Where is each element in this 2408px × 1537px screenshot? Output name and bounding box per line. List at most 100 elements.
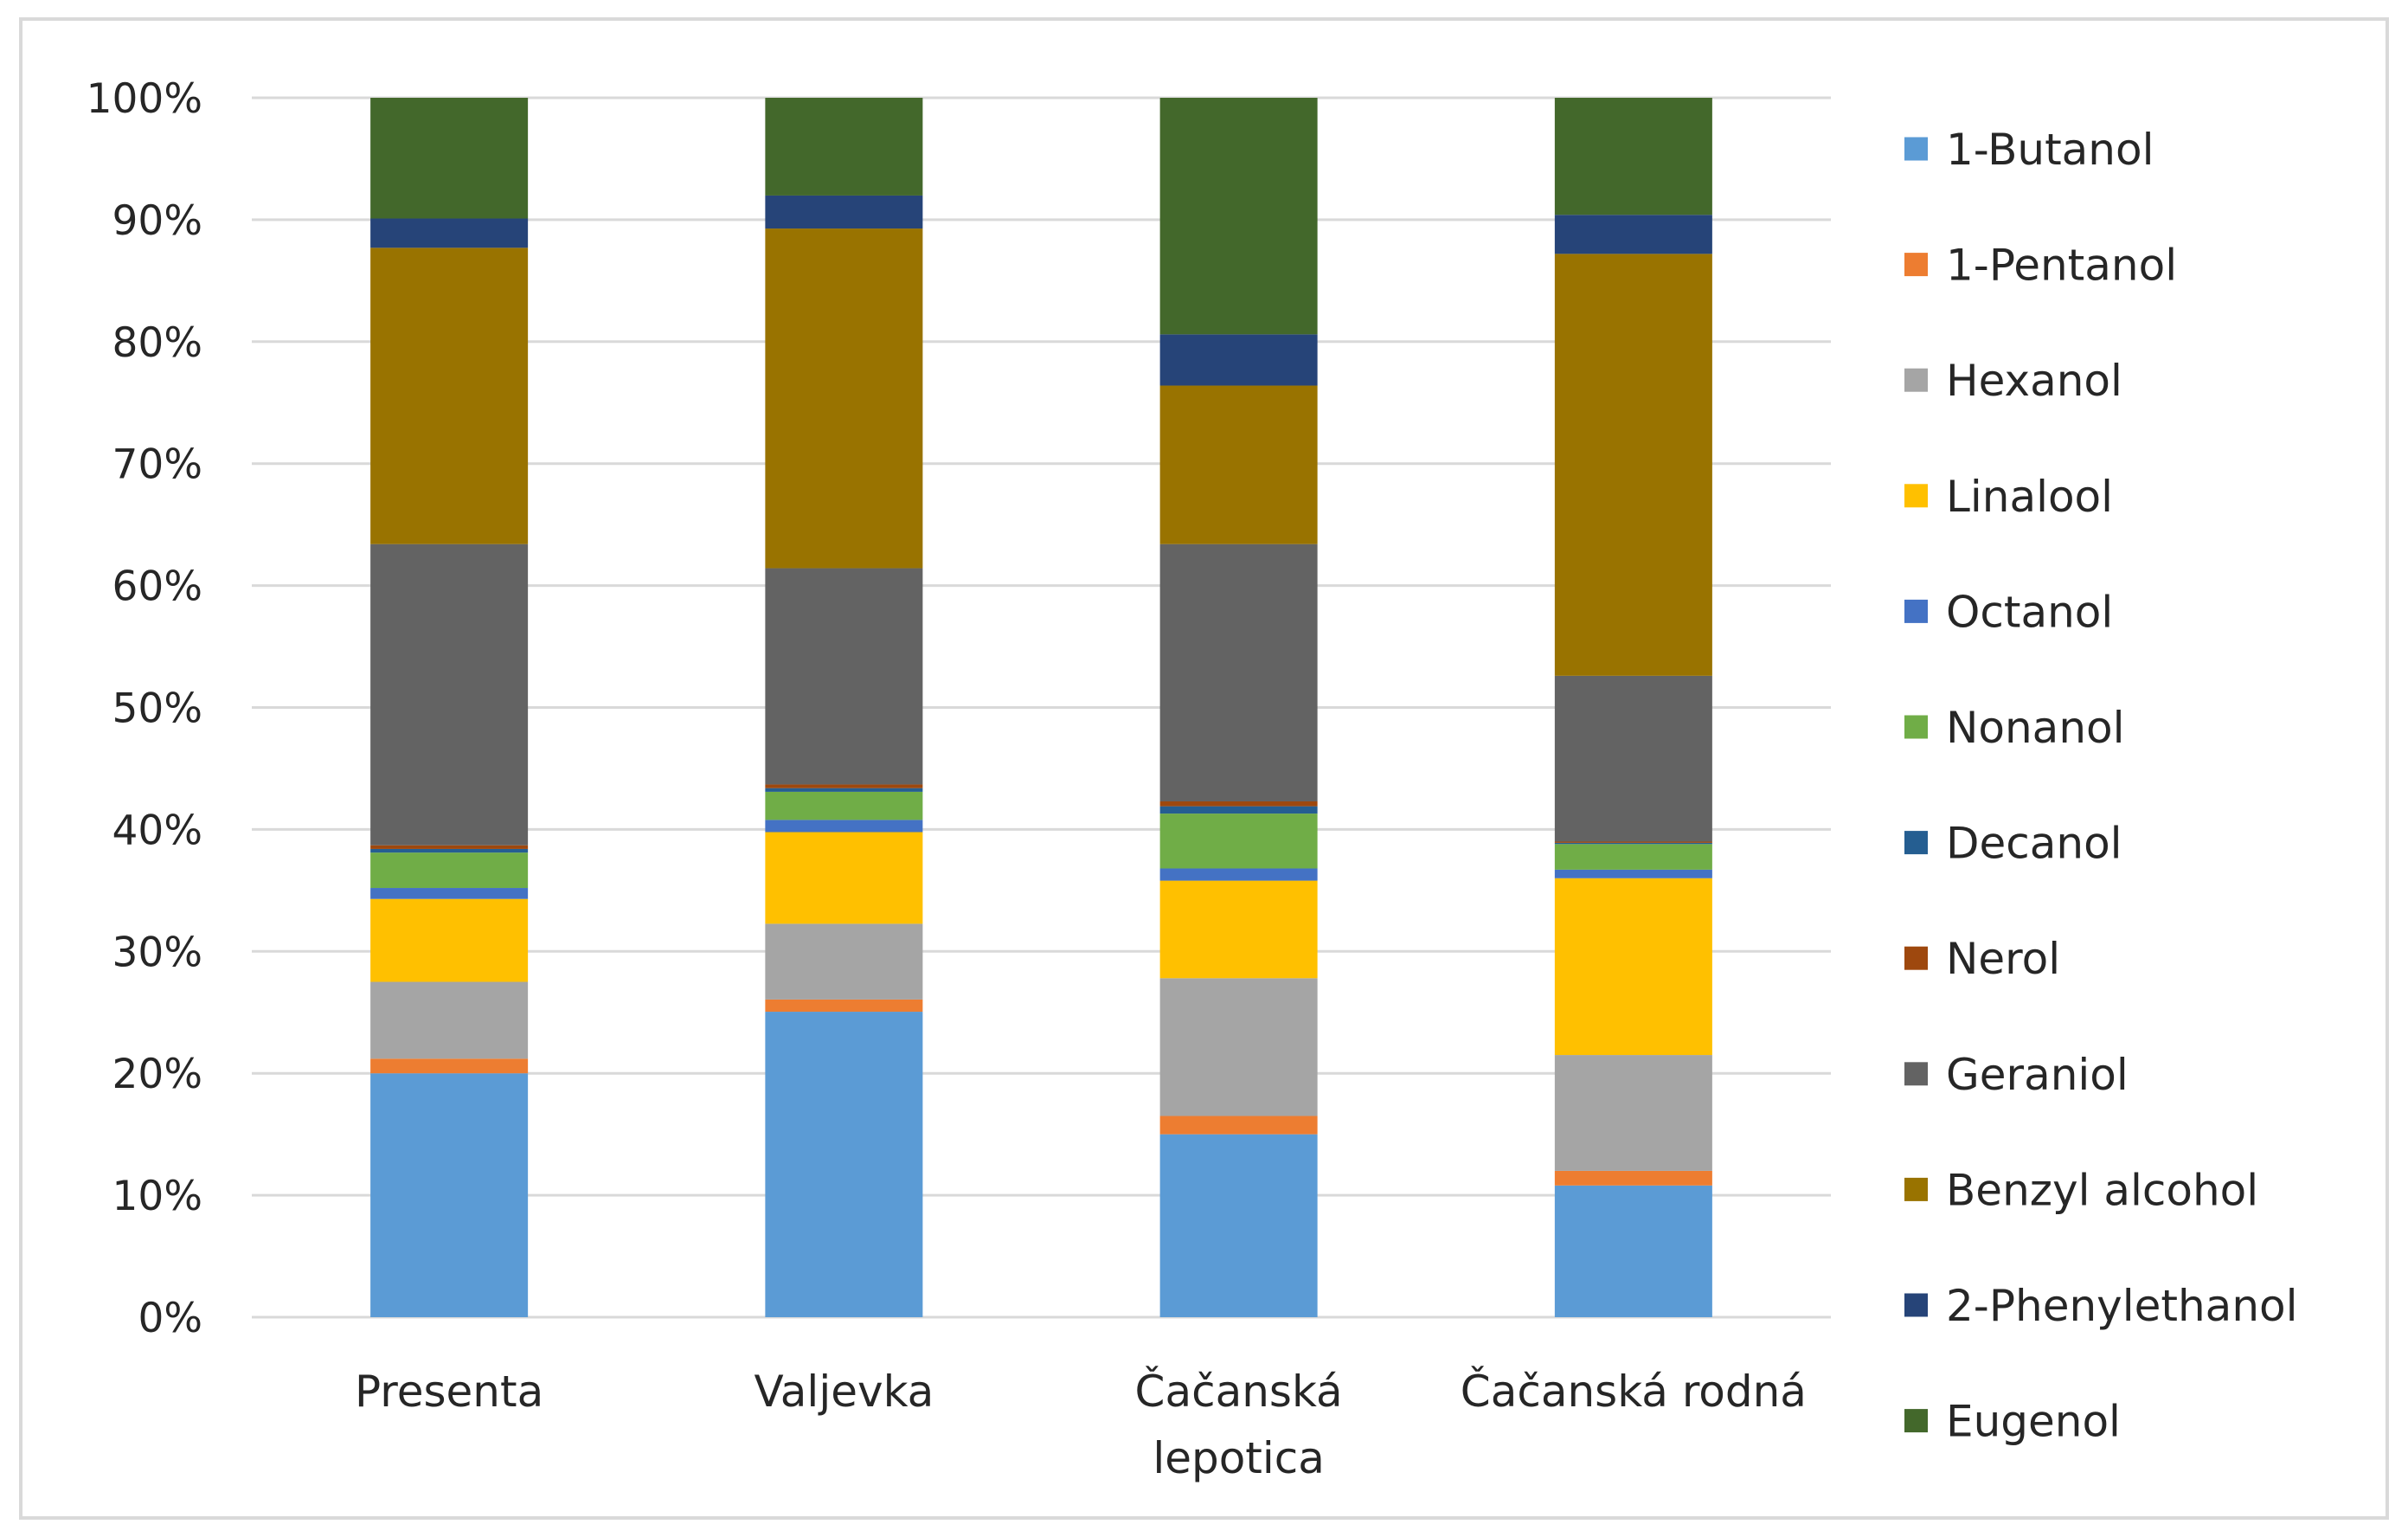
x-tick-label: Čačanská — [1135, 1366, 1343, 1417]
bar-segment-benzyl-alcohol — [1159, 385, 1318, 544]
bar-segment-benzyl-alcohol — [765, 228, 923, 569]
legend-item-linalool: Linalool — [1904, 472, 2113, 522]
bar-segment-eugenol — [370, 98, 529, 219]
bar-segment-nonanol — [370, 852, 529, 889]
legend-label: Nonanol — [1946, 703, 2125, 753]
stacked-bar-chart: 0% 10% 20% 30% 40% 50% 60% 70% 80% 90% 100% Presen… — [87, 75, 2298, 1483]
bar-segment-1-butanol — [370, 1073, 529, 1317]
bar-segment-nonanol — [1159, 814, 1318, 869]
bar-segment-1-pentanol — [1159, 1116, 1318, 1135]
y-axis-ticks: 0% 10% 20% 30% 40% 50% 60% 70% 80% 90% 100% — [87, 75, 202, 1342]
bar-segment-linalool — [1159, 880, 1318, 979]
legend-swatch — [1904, 137, 1928, 161]
x-tick-label: lepotica — [1153, 1433, 1325, 1483]
y-tick-label: 20% — [112, 1051, 202, 1098]
legend-item-1-butanol: 1-Butanol — [1904, 125, 2154, 175]
legend-item-2-phenylethanol: 2-Phenylethanol — [1904, 1281, 2298, 1331]
legend-label: Benzyl alcohol — [1946, 1165, 2258, 1215]
legend-item-benzyl-alcohol: Benzyl alcohol — [1904, 1165, 2258, 1215]
bar-segment-octanol — [1554, 869, 1712, 878]
bar-segment-1-butanol — [1159, 1134, 1318, 1317]
y-tick-label: 80% — [112, 319, 202, 367]
bars — [370, 98, 1712, 1317]
chart-frame: 0% 10% 20% 30% 40% 50% 60% 70% 80% 90% 100% Presen… — [19, 17, 2389, 1520]
bar-segment-linalool — [1554, 878, 1712, 1056]
legend-swatch — [1904, 1062, 1928, 1086]
bar-segment-1-pentanol — [1554, 1170, 1712, 1186]
x-tick-label: Valjevka — [754, 1367, 934, 1417]
legend-swatch — [1904, 946, 1928, 970]
legend-label: Geraniol — [1946, 1050, 2129, 1100]
bar-segment-octanol — [370, 888, 529, 899]
bar-segment-2-phenylethanol — [1159, 334, 1318, 386]
legend-swatch — [1904, 253, 1928, 277]
bar-segment-benzyl-alcohol — [1554, 254, 1712, 676]
legend-swatch — [1904, 715, 1928, 739]
legend-label: Octanol — [1946, 587, 2113, 637]
legend-label: Hexanol — [1946, 356, 2122, 406]
legend-swatch — [1904, 484, 1928, 508]
bar-segment-octanol — [765, 820, 923, 833]
y-tick-label: 90% — [112, 197, 202, 245]
y-tick-label: 100% — [87, 75, 202, 123]
bar-segment-1-pentanol — [765, 999, 923, 1013]
legend-swatch — [1904, 831, 1928, 855]
bar-segment-decanol — [1159, 806, 1318, 814]
bar-segment-geraniol — [1554, 675, 1712, 842]
legend-label: Nerol — [1946, 934, 2060, 984]
legend-item-octanol: Octanol — [1904, 587, 2113, 637]
legend: 1-Butanol 1-Pentanol Hexanol Linalool Octano… — [1904, 125, 2298, 1447]
bar-segment-nerol — [765, 784, 923, 788]
legend-item-geraniol: Geraniol — [1904, 1050, 2129, 1100]
y-tick-label: 10% — [112, 1173, 202, 1220]
legend-item-eugenol: Eugenol — [1904, 1397, 2121, 1447]
bar-segment-hexanol — [1159, 978, 1318, 1116]
bar-segment-1-butanol — [765, 1012, 923, 1317]
legend-swatch — [1904, 368, 1928, 392]
bar-segment-eugenol — [1159, 98, 1318, 335]
bar-segment-octanol — [1159, 868, 1318, 881]
bar-segment-hexanol — [1554, 1055, 1712, 1171]
legend-item-hexanol: Hexanol — [1904, 356, 2122, 406]
legend-swatch — [1904, 599, 1928, 623]
legend-swatch — [1904, 1409, 1928, 1433]
bar-segment-nerol — [1554, 841, 1712, 843]
bar-segment-2-phenylethanol — [1554, 215, 1712, 254]
legend-item-nerol: Nerol — [1904, 934, 2060, 984]
bar-segment-decanol — [765, 788, 923, 792]
bar-segment-hexanol — [370, 981, 529, 1059]
bar-segment-geraniol — [1159, 543, 1318, 801]
bar-segment-geraniol — [765, 568, 923, 785]
bar-segment-benzyl-alcohol — [370, 248, 529, 544]
bar-segment-decanol — [370, 848, 529, 853]
bar-segment-geraniol — [370, 543, 529, 846]
legend-swatch — [1904, 1177, 1928, 1201]
bar-segment-nonanol — [1554, 844, 1712, 870]
legend-label: 2-Phenylethanol — [1946, 1281, 2298, 1331]
x-tick-label: Presenta — [355, 1367, 543, 1417]
bar-segment-nonanol — [765, 791, 923, 820]
legend-label: 1-Butanol — [1946, 125, 2154, 175]
x-axis-labels: Presenta Valjevka Čačanská lepotica Čačanská… — [355, 1366, 1807, 1483]
bar-segment-nerol — [370, 845, 529, 849]
y-tick-label: 60% — [112, 563, 202, 611]
bar-segment-linalool — [370, 898, 529, 982]
legend-item-nonanol: Nonanol — [1904, 703, 2125, 753]
legend-label: Linalool — [1946, 472, 2113, 522]
y-tick-label: 50% — [112, 685, 202, 733]
y-tick-label: 40% — [112, 807, 202, 854]
y-tick-label: 70% — [112, 441, 202, 489]
legend-item-decanol: Decanol — [1904, 819, 2122, 869]
x-tick-label: Čačanská rodná — [1461, 1366, 1807, 1417]
bar-segment-linalool — [765, 832, 923, 924]
bar-segment-1-pentanol — [370, 1058, 529, 1074]
y-tick-label: 0% — [138, 1295, 202, 1342]
bar-segment-hexanol — [765, 923, 923, 1000]
legend-swatch — [1904, 1293, 1928, 1317]
bar-segment-eugenol — [1554, 98, 1712, 215]
legend-label: 1-Pentanol — [1946, 241, 2177, 291]
legend-item-1-pentanol: 1-Pentanol — [1904, 241, 2177, 291]
bar-segment-1-butanol — [1554, 1185, 1712, 1317]
bar-segment-2-phenylethanol — [370, 218, 529, 248]
bar-segment-decanol — [1554, 842, 1712, 845]
